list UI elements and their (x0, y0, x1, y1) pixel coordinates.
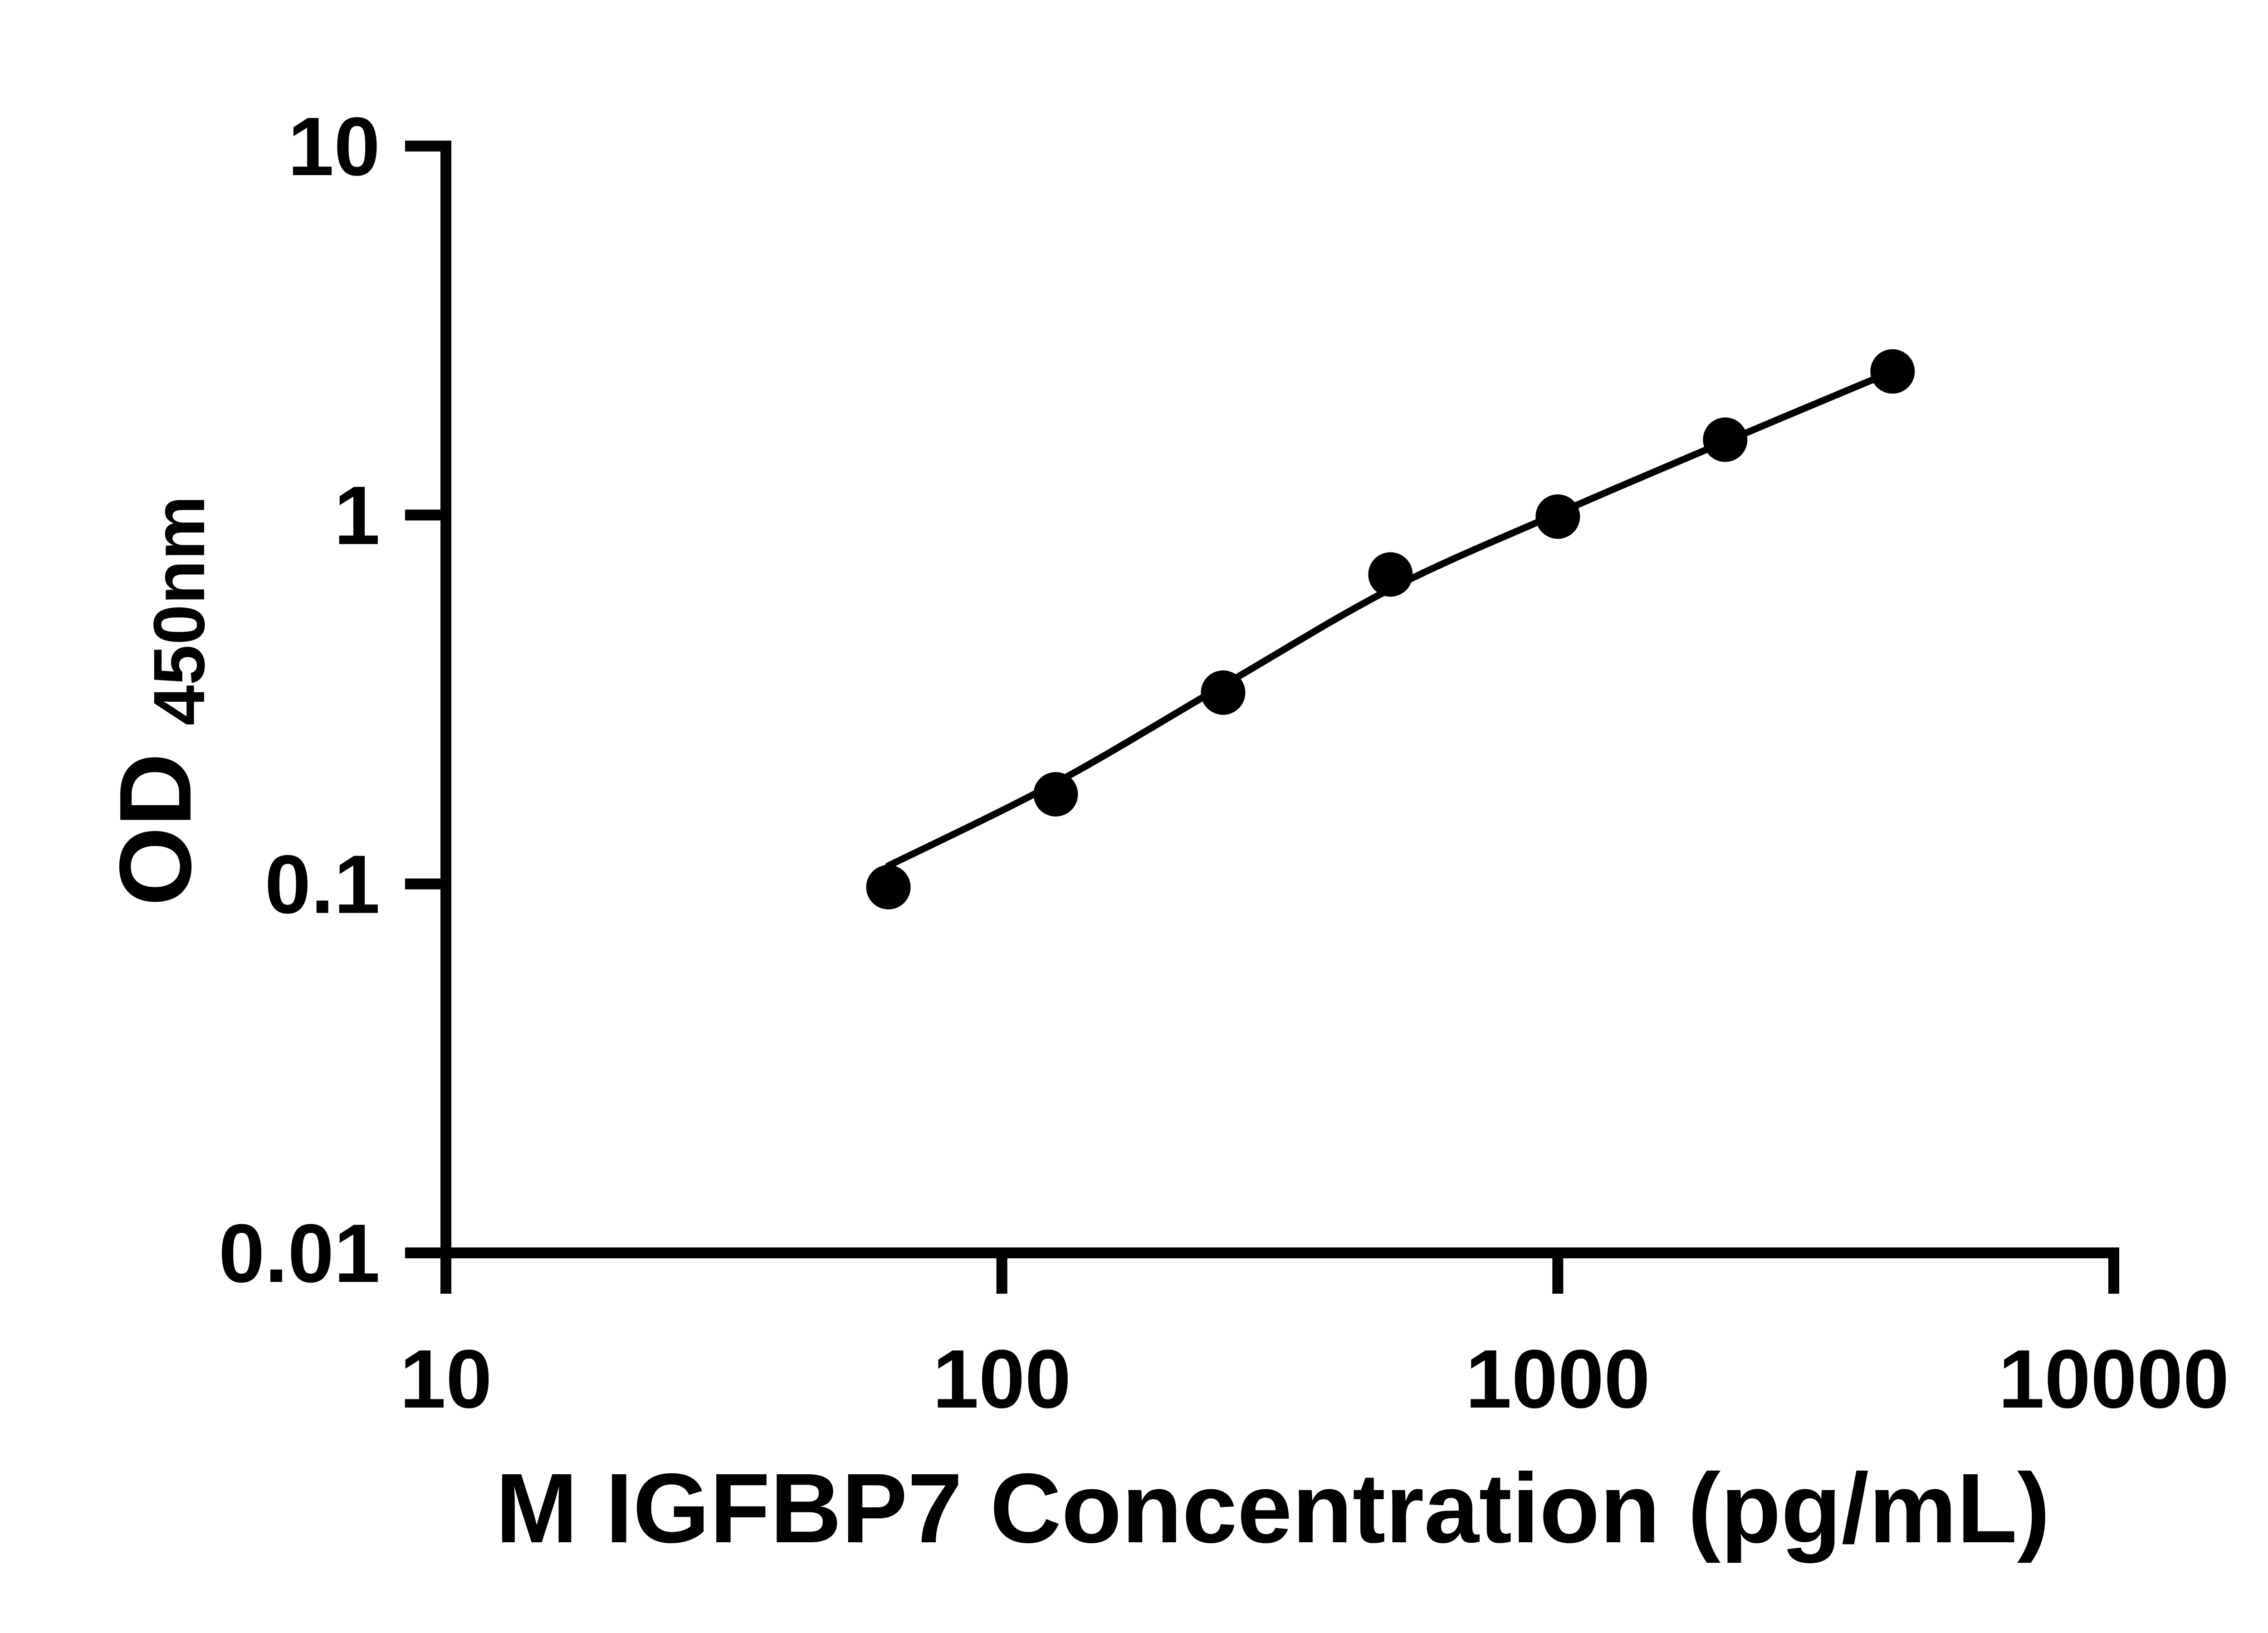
data-point-marker (1368, 552, 1413, 597)
x-tick-label-10: 10 (400, 1332, 492, 1425)
data-point-marker (1703, 417, 1748, 462)
axes (440, 141, 2119, 1258)
data-point-markers (866, 349, 1915, 909)
y-axis-ticks (405, 141, 446, 1258)
y-axis-title-subscript: 450nm (138, 495, 220, 725)
x-tick-label-1000: 1000 (1466, 1332, 1650, 1425)
x-axis-tick-labels: 10 100 1000 10000 (400, 1332, 2229, 1425)
y-axis-title: OD 450nm (98, 495, 220, 906)
plot-area (866, 349, 1915, 909)
y-tick-label-1: 1 (334, 469, 380, 562)
y-tick-label-10: 10 (288, 100, 380, 193)
y-tick-label-0.01: 0.01 (219, 1207, 380, 1300)
x-tick-label-10000: 10000 (1999, 1332, 2229, 1425)
data-point-marker (1870, 349, 1915, 394)
x-axis-ticks (440, 1253, 2119, 1294)
data-point-marker (1033, 772, 1078, 816)
y-axis-title-main: OD (98, 753, 212, 906)
data-point-marker (1201, 670, 1246, 715)
y-axis-tick-labels: 10 1 0.1 0.01 (219, 100, 380, 1300)
y-tick-label-0.1: 0.1 (265, 838, 380, 931)
data-point-marker (1535, 494, 1580, 539)
data-point-marker (866, 865, 911, 909)
x-tick-label-100: 100 (933, 1332, 1071, 1425)
x-axis-title: M IGFBP7 Concentration (pg/mL) (495, 1453, 2050, 1564)
